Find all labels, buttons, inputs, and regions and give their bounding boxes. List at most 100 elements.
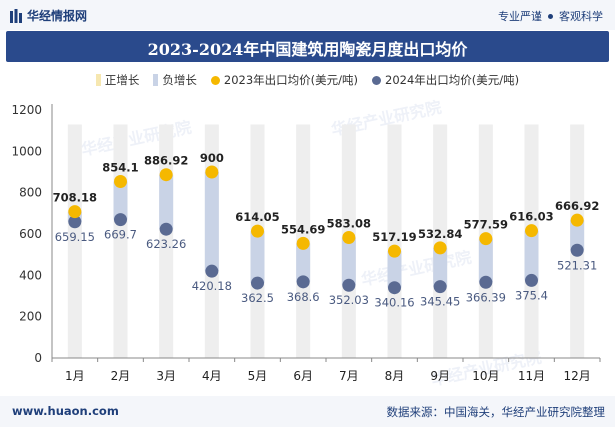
point-2024 [388,281,401,295]
x-tick-label: 2月 [111,369,131,383]
change-bar [524,230,539,281]
legend-label-2023: 2023年出口均价(美元/吨) [223,73,358,87]
data-label-2024: 669.7 [104,228,137,242]
background-column [433,124,448,358]
point-2024 [525,273,538,287]
point-2024 [251,276,264,290]
legend: 正增长 负增长 2023年出口均价(美元/吨) 2024年出口均价(美元/吨) [0,72,615,88]
legend-label-positive: 正增长 [104,73,140,87]
data-label-2023: 577.59 [464,218,508,232]
point-2024 [68,215,82,229]
legend-swatch-positive [95,74,101,86]
change-bar [296,243,311,282]
change-bar [570,220,585,251]
background-column [67,124,82,358]
x-tick-label: 4月 [202,369,222,383]
x-tick-label: 12月 [564,369,591,383]
point-2023 [68,205,82,219]
data-label-2023: 517.19 [372,230,416,244]
footer-source: 数据来源：中国海关，华经产业研究院整理 [386,405,606,419]
change-bar [204,172,219,272]
x-tick-label: 11月 [518,369,545,383]
background-column [387,124,402,358]
legend-swatch-negative [153,74,159,86]
data-label-2023: 616.03 [509,210,553,224]
x-tick-label: 6月 [293,369,313,383]
point-2023 [433,241,447,255]
x-tick-label: 8月 [385,369,405,383]
point-2024 [114,213,127,227]
legend-swatch-2023 [210,75,220,85]
separator-dot-icon [548,13,553,19]
legend-label-2024: 2024年出口均价(美元/吨) [385,73,520,87]
point-2023 [342,230,356,244]
point-2024 [159,222,173,236]
data-label-2023: 614.05 [235,210,279,224]
data-label-2024: 340.16 [374,296,414,310]
data-label-2024: 420.18 [192,279,232,293]
x-tick-label: 9月 [430,369,450,383]
point-2024 [296,275,310,289]
point-2024 [479,275,493,289]
change-bar [478,238,493,283]
point-2023 [296,236,310,250]
data-label-2023: 532.84 [418,227,462,241]
y-tick-label: 0 [34,351,42,365]
point-2023 [479,232,493,246]
data-label-2023: 708.18 [53,191,97,205]
change-bar [341,237,356,286]
point-2023 [114,174,127,188]
point-2024 [205,264,219,278]
brand[interactable]: 华经情报网 [10,7,87,24]
data-label-2023: 900 [200,151,224,165]
data-label-2024: 659.15 [55,230,95,244]
point-2023 [205,165,219,179]
x-tick-label: 7月 [339,369,359,383]
point-2023 [251,224,264,238]
chart-area: 0 200 400 600 800 1000 1200 1月 2月 3月 4月 5月 6月 7月 8月 9月 1… [11,103,601,383]
y-tick-label: 800 [19,186,42,200]
point-2024 [342,278,356,292]
data-label-2024: 352.03 [329,293,369,307]
x-tick-label: 5月 [248,369,268,383]
data-label-2024: 521.31 [557,258,597,272]
legend-item-negative: 负增长 [153,72,197,88]
data-label-2024: 623.26 [146,237,186,251]
tagline: 专业严谨 客观科学 [498,8,603,24]
data-label-2024: 362.5 [241,291,274,305]
data-label-2023: 886.92 [144,154,188,168]
change-bar [159,174,174,230]
point-2024 [570,243,584,257]
x-tick-label: 3月 [156,369,176,383]
y-tick-label: 400 [19,268,42,282]
footer-website[interactable]: www.huaon.com [12,404,119,418]
top-bar: 华经情报网 专业严谨 客观科学 [0,0,615,30]
x-tick-label: 1月 [65,369,85,383]
change-bar [113,181,128,220]
point-2023 [570,213,584,227]
data-label-2024: 345.45 [420,295,460,309]
data-label-2023: 666.92 [555,199,599,213]
data-label-2023: 554.69 [281,222,325,236]
data-label-2024: 375.4 [515,288,548,302]
data-label-2023: 583.08 [327,216,371,230]
legend-item-positive: 正增长 [95,72,140,88]
point-2024 [433,280,447,294]
x-tick-label: 10月 [472,369,499,383]
brand-name: 华经情报网 [27,9,88,23]
chart-title: 2023-2024年中国建筑用陶瓷月度出口均价 [147,40,468,59]
y-tick-label: 600 [19,227,42,241]
title-bar: 2023-2024年中国建筑用陶瓷月度出口均价 [6,31,609,62]
tagline-1: 专业严谨 [498,10,542,23]
point-2023 [388,244,401,258]
legend-swatch-2024 [372,75,381,85]
change-bar [433,247,448,287]
point-2023 [159,168,173,182]
data-label-2023: 854.1 [102,160,138,174]
legend-item-2023: 2023年出口均价(美元/吨) [210,72,358,88]
legend-item-2024: 2024年出口均价(美元/吨) [372,72,519,88]
y-tick-label: 1200 [11,103,42,117]
change-bar [250,231,265,284]
y-tick-label: 200 [19,310,42,324]
tagline-2: 客观科学 [559,10,603,23]
